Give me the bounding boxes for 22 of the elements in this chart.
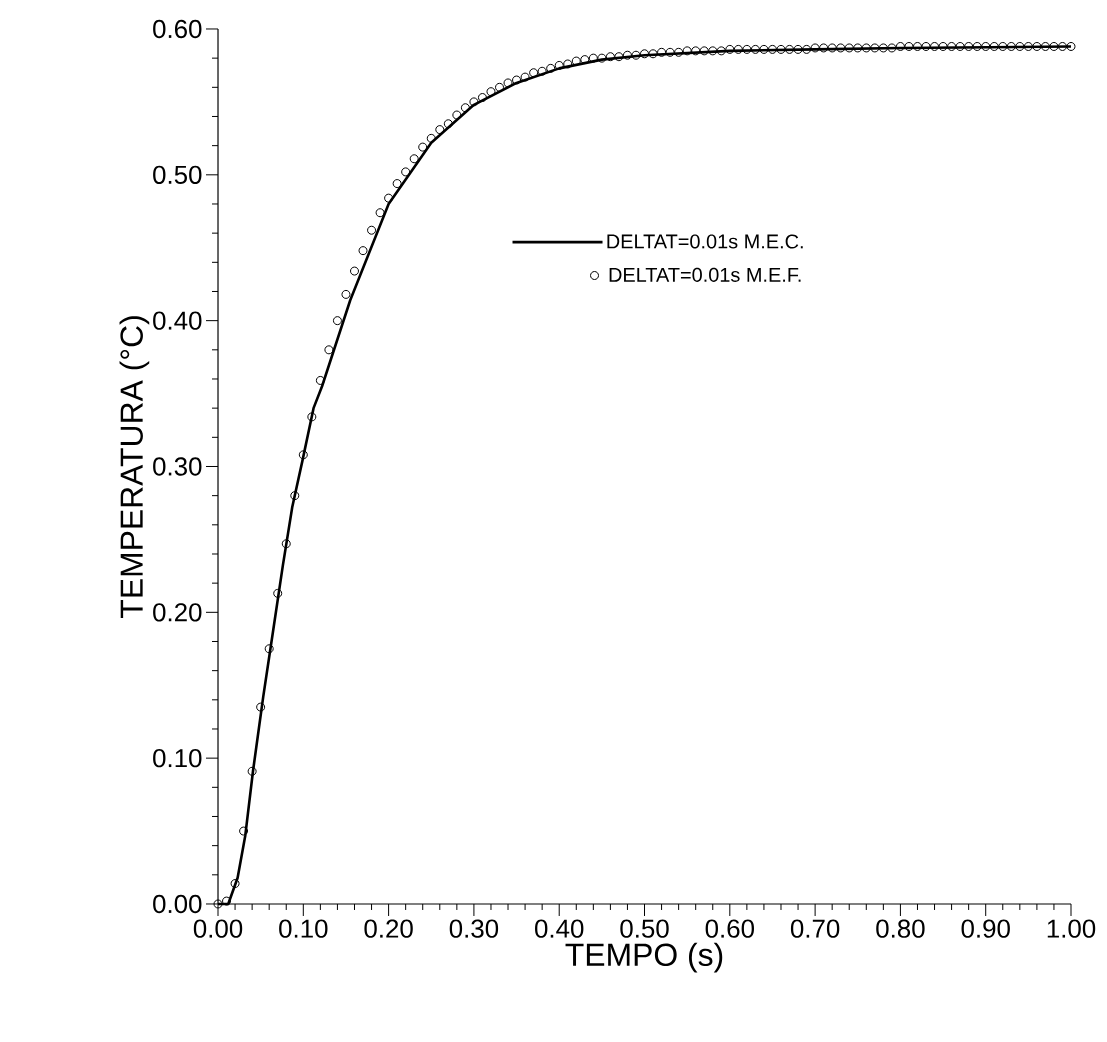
y-tick-label: 0.20: [153, 603, 202, 622]
x-tick-label: 0.30: [449, 919, 499, 938]
x-tick-label: 0.10: [279, 919, 328, 938]
x-tick-label: 0.50: [620, 919, 669, 938]
y-tick-label: 0.30: [153, 457, 202, 476]
x-tick-label: 0.70: [790, 919, 840, 938]
legend-label: DELTAT=0.01s M.E.C.: [607, 234, 803, 249]
y-tick-label: 0.50: [153, 165, 202, 184]
x-axis-title: TEMPO (s): [565, 942, 723, 973]
x-tick-label: 0.80: [876, 919, 925, 938]
x-tick-label: 0.20: [364, 919, 413, 938]
y-tick-label: 0.40: [153, 311, 202, 330]
y-tick-label: 0.60: [153, 19, 202, 39]
x-tick-label: 0.00: [193, 919, 243, 938]
y-axis-title: TEMPERATURA (°C): [119, 316, 150, 618]
legend-label: DELTAT=0.01s M.E.F.: [609, 267, 801, 282]
x-tick-label: 0.60: [705, 919, 754, 938]
x-tick-label: 1.00: [1047, 919, 1096, 938]
y-tick-label: 0.10: [153, 748, 202, 768]
x-tick-label: 0.90: [961, 919, 1010, 938]
y-tick-label: 0.00: [153, 894, 202, 914]
x-tick-label: 0.40: [535, 919, 584, 938]
